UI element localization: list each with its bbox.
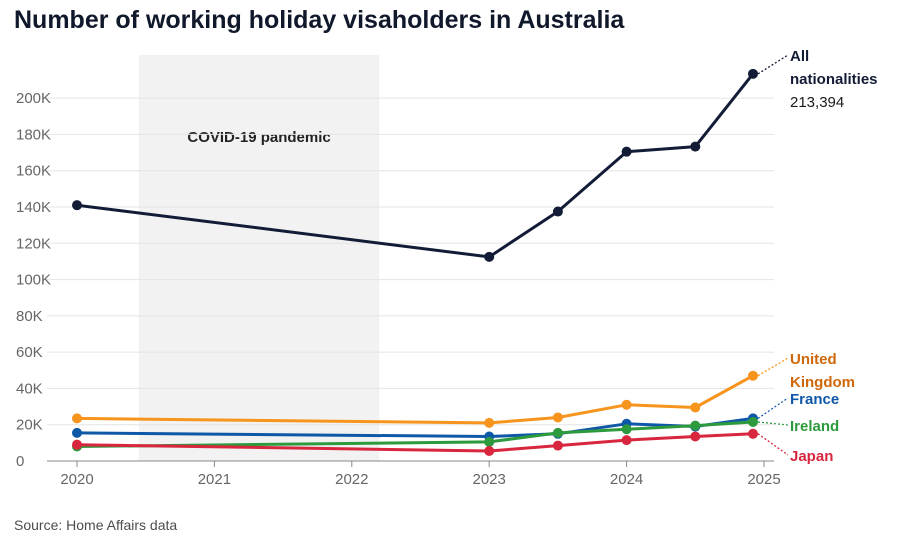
y-tick-label-100K: 100K (16, 272, 51, 289)
series-label-france-0: France (790, 391, 839, 408)
x-tick-label-2025: 2025 (747, 471, 780, 488)
series-label-ireland-0: Ireland (790, 418, 839, 435)
y-tick-label-0: 0 (16, 453, 24, 470)
data-point-ireland-5 (748, 416, 759, 427)
data-point-united-kingdom-3 (621, 399, 632, 410)
y-tick-label-160K: 160K (16, 163, 51, 180)
data-point-united-kingdom-4 (690, 402, 701, 413)
chart-title: Number of working holiday visaholders in… (14, 6, 625, 34)
series-line-japan (76, 432, 754, 453)
x-tick-label-2024: 2024 (610, 471, 643, 488)
data-point-japan-1 (484, 446, 495, 457)
source-note: Source: Home Affairs data (14, 517, 178, 533)
covid-annotation-label: COVID-19 pandemic (187, 129, 330, 146)
x-tick-label-2021: 2021 (198, 471, 231, 488)
series-label-japan-0: Japan (790, 448, 833, 465)
data-point-ireland-2 (552, 427, 563, 438)
x-tick-label-2023: 2023 (473, 471, 506, 488)
data-point-united-kingdom-2 (552, 412, 563, 423)
data-point-united-kingdom-0 (72, 413, 82, 424)
y-tick-label-140K: 140K (16, 199, 51, 216)
series-line-united-kingdom (76, 374, 754, 425)
series-value-label-all-nationalities: 213,394 (790, 94, 844, 111)
data-point-all-nationalities-0 (72, 200, 82, 211)
y-tick-label-180K: 180K (16, 126, 51, 143)
leader-united-kingdom (757, 357, 789, 377)
series-labels: All nationalities 213,394 United KingdomFran… (757, 48, 878, 465)
data-point-france-0 (72, 427, 82, 438)
data-point-ireland-4 (690, 420, 701, 431)
x-tick-label-2020: 2020 (60, 471, 93, 488)
data-point-all-nationalities-2 (552, 206, 563, 217)
data-point-all-nationalities-4 (690, 141, 701, 152)
leader-japan (757, 433, 789, 456)
data-point-japan-3 (621, 435, 632, 446)
y-tick-label-60K: 60K (16, 344, 43, 361)
data-point-all-nationalities-3 (621, 146, 632, 157)
data-point-japan-2 (552, 440, 563, 451)
leader-ireland (757, 421, 789, 426)
data-point-united-kingdom-5 (748, 370, 759, 381)
series-layer (72, 68, 759, 457)
y-tick-label-80K: 80K (16, 308, 43, 325)
series-label-all-nationalities-0: All (790, 48, 809, 65)
data-point-united-kingdom-1 (484, 417, 495, 428)
y-tick-label-120K: 120K (16, 235, 51, 252)
leader-all-nationalities (757, 54, 789, 75)
annotation-layer: COVID-19 pandemic (138, 55, 380, 461)
data-point-japan-4 (690, 431, 701, 442)
data-point-ireland-1 (484, 436, 495, 447)
series-line-all-nationalities (76, 72, 755, 259)
y-tick-label-20K: 20K (16, 417, 43, 434)
x-tick-label-2022: 2022 (335, 471, 368, 488)
data-point-ireland-3 (621, 424, 632, 435)
y-tick-label-40K: 40K (16, 380, 43, 397)
leader-france (757, 397, 789, 419)
data-point-japan-0 (72, 439, 82, 450)
series-label-united-kingdom-0: United (790, 351, 837, 368)
axes: 0 20K 40K 60K 80K 100K 120K 140K 160K 180K 200K 202… (16, 90, 781, 488)
series-label-united-kingdom-1: Kingdom (790, 374, 855, 391)
series-label-all-nationalities-1: nationalities (790, 71, 878, 88)
data-point-all-nationalities-5 (748, 68, 759, 79)
series-line-ireland (76, 420, 754, 448)
gridlines (47, 97, 774, 426)
y-tick-label-200K: 200K (16, 90, 51, 107)
covid-shaded-region (138, 55, 380, 461)
data-point-japan-5 (748, 428, 759, 439)
data-point-all-nationalities-1 (484, 251, 495, 262)
